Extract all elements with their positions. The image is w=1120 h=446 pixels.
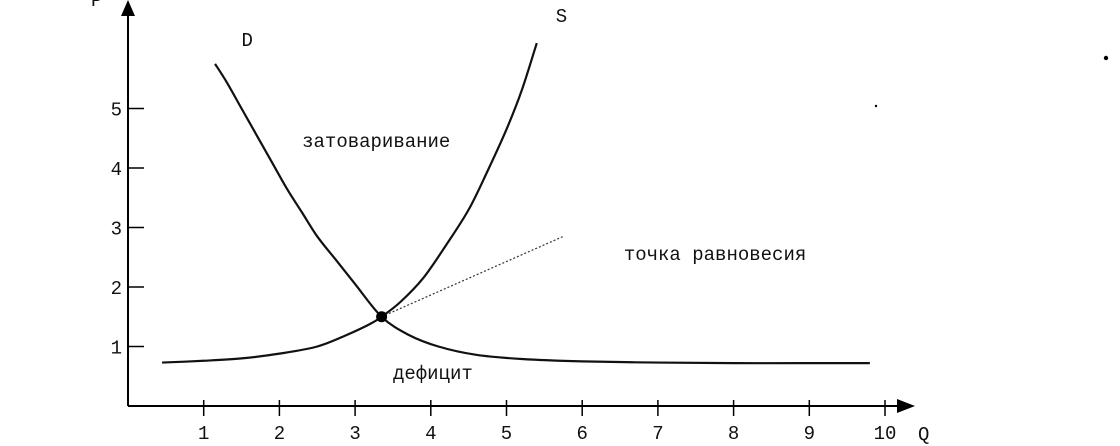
- x-tick-label: 10: [874, 423, 897, 445]
- y-axis-label: P: [91, 0, 102, 12]
- y-tick-label: 4: [111, 159, 122, 181]
- annotation-equilibrium: точка равновесия: [624, 244, 806, 266]
- axes: 1 2 3 4 5 6 7 8 9 10 1 2 3 4 5: [111, 0, 915, 445]
- series-label-s: S: [556, 6, 567, 28]
- x-tick-label: 4: [425, 423, 436, 445]
- x-axis-label: Q: [918, 424, 929, 446]
- x-tick-label: 3: [349, 423, 360, 445]
- equilibrium-point: [376, 311, 388, 323]
- scan-dot: [874, 104, 878, 108]
- x-tick-label: 6: [576, 423, 587, 445]
- x-tick-label: 2: [274, 423, 285, 445]
- y-tick-label: 3: [111, 219, 122, 241]
- x-axis-arrow-icon: [897, 399, 915, 413]
- x-tick-label: 1: [198, 423, 209, 445]
- y-tick-label: 1: [111, 338, 122, 360]
- curve-s: [162, 42, 538, 364]
- series-label-d: D: [242, 30, 253, 52]
- curve-d: [214, 63, 870, 365]
- scan-dot: [1103, 55, 1109, 61]
- y-axis-arrow-icon: [121, 0, 135, 16]
- y-tick-label: 5: [111, 100, 122, 122]
- annotation-shortage: дефицит: [393, 363, 473, 385]
- x-tick-label: 8: [728, 423, 739, 445]
- annotation-surplus: затоваривание: [302, 131, 450, 153]
- x-tick-label: 5: [501, 423, 512, 445]
- y-tick-label: 2: [111, 278, 122, 300]
- x-tick-label: 7: [652, 423, 663, 445]
- curves: [162, 42, 870, 365]
- x-tick-label: 9: [804, 423, 815, 445]
- equilibrium-leader-line: [381, 235, 564, 318]
